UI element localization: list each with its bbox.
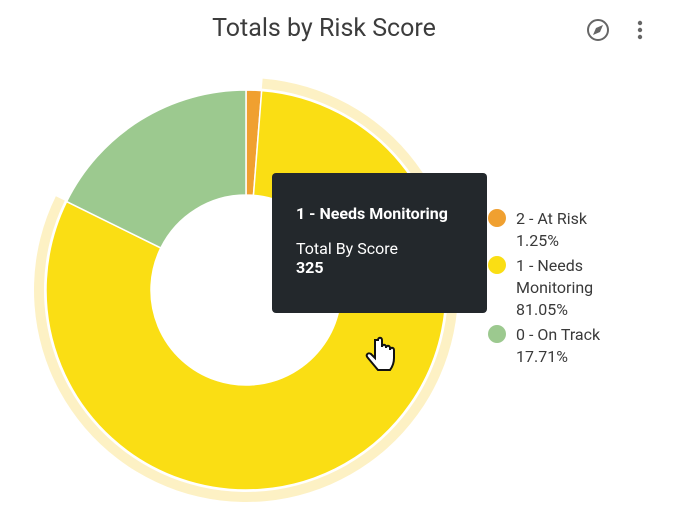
legend-value: 1.25% xyxy=(516,231,559,250)
more-menu-icon[interactable] xyxy=(637,20,643,40)
legend-text: 0 - On Track 17.71% xyxy=(516,324,616,368)
legend-marker xyxy=(488,325,506,343)
legend-item[interactable]: 2 - At Risk 1.25% xyxy=(488,208,628,252)
chart-title: Totals by Risk Score xyxy=(212,14,436,43)
legend-text: 1 - Needs Monitoring 81.05% xyxy=(516,255,616,321)
tooltip-title: 1 - Needs Monitoring xyxy=(296,204,448,223)
legend: 2 - At Risk 1.25% 1 - Needs Monitoring 81.0… xyxy=(488,208,628,371)
tooltip: 1 - Needs Monitoring Total By Score 325 xyxy=(272,173,487,313)
tooltip-value: 325 xyxy=(296,258,324,277)
legend-item[interactable]: 1 - Needs Monitoring 81.05% xyxy=(488,255,628,321)
legend-label: 0 - On Track xyxy=(516,325,601,344)
tooltip-label: Total By Score xyxy=(296,239,398,258)
legend-value: 81.05% xyxy=(516,300,568,319)
compass-icon[interactable] xyxy=(587,19,609,41)
legend-label: 2 - At Risk xyxy=(516,209,587,228)
legend-item[interactable]: 0 - On Track 17.71% xyxy=(488,324,628,368)
legend-marker xyxy=(488,209,506,227)
legend-label: 1 - Needs Monitoring xyxy=(516,256,594,297)
legend-value: 17.71% xyxy=(516,347,568,366)
legend-text: 2 - At Risk 1.25% xyxy=(516,208,616,252)
donut-slice xyxy=(65,89,247,249)
legend-marker xyxy=(488,256,506,274)
cursor xyxy=(365,336,395,371)
